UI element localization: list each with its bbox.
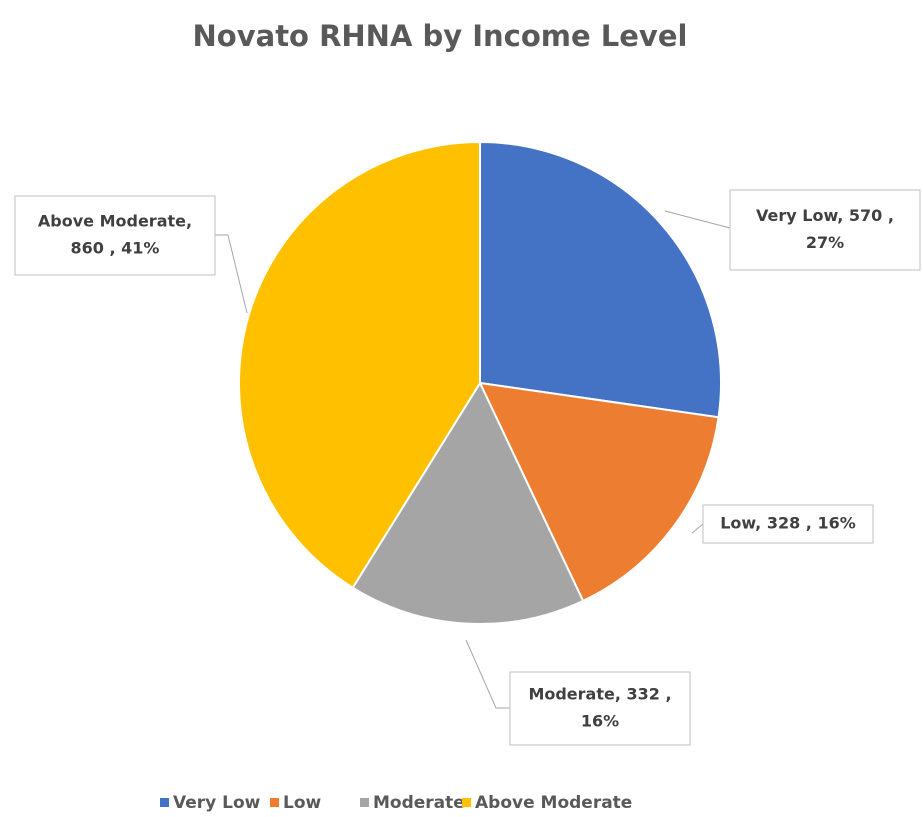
legend-swatch [160,798,169,807]
data-label-box [729,189,921,271]
data-label-box [702,504,874,544]
legend-label: Above Moderate [475,793,632,813]
pie-slice [478,381,720,603]
legend-swatch [270,798,279,807]
data-label-box [14,195,216,276]
legend-label: Moderate [373,793,465,813]
data-label-box [509,671,691,746]
data-label: Very Low, 570 , [756,206,894,225]
pie-slice [479,140,722,419]
legend-label: Low [283,793,322,813]
legend-swatch [462,798,471,807]
data-label: 27% [806,233,844,252]
data-label: Moderate, 332 , [528,685,671,704]
legend-swatch [360,798,369,807]
leader-line [691,523,704,534]
legend-label: Very Low [173,793,261,813]
data-label: Above Moderate, [38,212,192,231]
chart-title: Novato RHNA by Income Level [193,19,688,53]
pie-slice [238,140,481,590]
data-label: 16% [581,712,619,731]
pie-slice [351,380,585,625]
data-label: 860 , 41% [71,239,160,258]
leader-line [215,234,248,314]
leader-line [465,639,510,709]
data-label: Low, 328 , 16% [720,514,856,533]
leader-line [664,210,731,229]
